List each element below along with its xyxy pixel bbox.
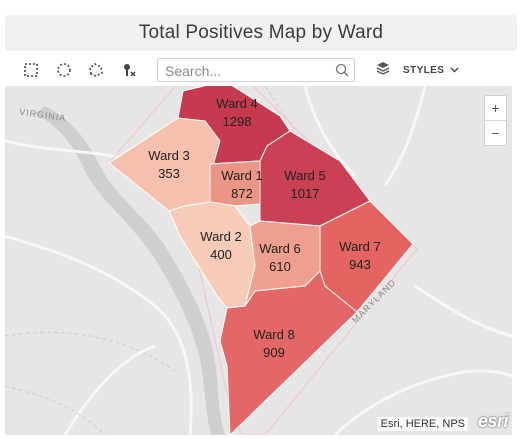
ward-3-value: 353	[158, 166, 180, 181]
esri-logo[interactable]: esri	[477, 411, 509, 431]
ward-4-name: Ward 4	[216, 96, 258, 111]
ward-2-label: Ward 2 400	[200, 228, 241, 264]
rectangle-select-icon[interactable]	[19, 58, 43, 82]
ward-2-name: Ward 2	[200, 229, 242, 244]
ward-7-label: Ward 7 943	[339, 238, 380, 274]
lasso-select-icon[interactable]	[84, 58, 108, 82]
ward-6-value: 610	[269, 259, 291, 274]
ward-8-name: Ward 8	[253, 327, 295, 342]
zoom-in-button[interactable]: +	[485, 96, 506, 121]
layers-icon	[375, 60, 391, 81]
map-attribution[interactable]: Esri, HERE, NPS	[377, 417, 468, 431]
ward-7-value: 943	[349, 257, 371, 272]
ward-4-label: Ward 4 1298	[216, 95, 257, 131]
map-title: Total Positives Map by Ward	[138, 22, 384, 43]
ward-1-name: Ward 1	[221, 168, 263, 183]
chevron-down-icon	[450, 61, 459, 79]
basemap	[5, 86, 512, 435]
ward-3-name: Ward 3	[148, 148, 190, 163]
ward-5-label: Ward 5 1017	[284, 167, 325, 203]
search-field[interactable]	[157, 58, 355, 82]
ward-2-value: 400	[210, 247, 232, 262]
zoom-control: + −	[484, 95, 507, 146]
ward-3-label: Ward 3 353	[148, 147, 189, 183]
styles-button[interactable]: STYLES	[375, 58, 459, 82]
styles-label: STYLES	[403, 64, 445, 76]
ward-5-name: Ward 5	[284, 168, 326, 183]
ward-1-area[interactable]	[209, 160, 261, 207]
ward-1-value: 872	[231, 186, 253, 201]
ward-4-value: 1298	[222, 114, 252, 129]
ward-8-value: 909	[263, 345, 285, 360]
zoom-out-button[interactable]: −	[491, 125, 500, 141]
map-toolbar: STYLES	[5, 56, 517, 86]
clear-selection-icon[interactable]	[117, 58, 141, 82]
ward-6-label: Ward 6 610	[259, 240, 300, 276]
ward-8-area[interactable]	[219, 270, 358, 435]
ward-5-value: 1017	[290, 186, 320, 201]
ward-1-label: Ward 1 872	[221, 167, 262, 203]
search-input[interactable]	[163, 60, 332, 82]
circle-select-icon[interactable]	[52, 58, 76, 82]
map-view[interactable]: VIRGINIA MARYLAND Ward 4 1298 Ward 3 353…	[5, 86, 512, 435]
ward-7-name: Ward 7	[339, 239, 381, 254]
search-icon[interactable]	[335, 63, 349, 82]
ward-8-label: Ward 8 909	[253, 326, 294, 362]
map-title-bar: Total Positives Map by Ward	[5, 15, 517, 51]
ward-6-name: Ward 6	[259, 241, 301, 256]
